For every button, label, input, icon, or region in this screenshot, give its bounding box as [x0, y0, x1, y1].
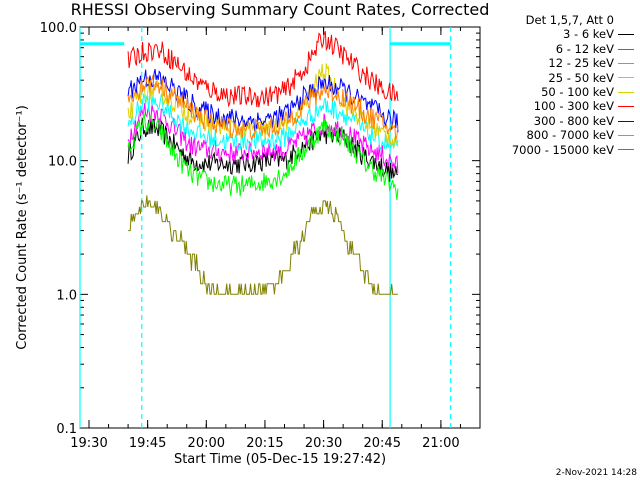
legend-entry-label: 50 - 100 keV	[541, 85, 614, 100]
legend-entry: 25 - 50 keV	[484, 71, 634, 85]
x-axis-label: Start Time (05-Dec-15 19:27:42)	[173, 452, 387, 467]
plot-area: 0.1 1.0 10.0 100.0 19:30 19:45 20:00 20:15 20:30…	[15, 21, 481, 451]
series-line	[127, 111, 399, 200]
x-tick-label: 19:45	[129, 436, 166, 451]
series-line	[127, 75, 399, 142]
legend-entry-label: 800 - 7000 keV	[526, 128, 614, 143]
timestamp-footer: 2-Nov-2021 14:28	[555, 468, 637, 478]
x-tick-label: 20:45	[364, 436, 401, 451]
legend-swatch	[618, 149, 634, 151]
x-tick-label: 20:00	[188, 436, 225, 451]
legend-entry: 300 - 800 keV	[484, 114, 634, 128]
x-tick-label: 20:30	[305, 436, 342, 451]
legend-entry-label: 100 - 300 keV	[533, 99, 614, 114]
legend-entry-label: 6 - 12 keV	[555, 41, 614, 56]
chart-title: RHESSI Observing Summary Count Rates, Co…	[70, 0, 490, 19]
legend-entry: 12 - 25 keV	[484, 56, 634, 70]
legend-entry: 50 - 100 keV	[484, 85, 634, 99]
legend-entry: 800 - 7000 keV	[484, 128, 634, 142]
legend-entry: 7000 - 15000 keV	[484, 143, 634, 157]
legend: Det 1,5,7, Att 0 3 - 6 keV 6 - 12 keV 12 -…	[484, 13, 634, 157]
y-tick-label: 10.0	[48, 155, 77, 170]
x-tick-label: 21:00	[422, 436, 459, 451]
legend-entry-label: 7000 - 15000 keV	[511, 142, 614, 157]
legend-swatch	[618, 77, 634, 79]
y-tick-label: 100.0	[40, 21, 77, 36]
legend-swatch	[618, 62, 634, 64]
legend-entry: 100 - 300 keV	[484, 99, 634, 113]
x-tick-label: 19:30	[70, 436, 107, 451]
legend-swatch	[618, 134, 634, 136]
y-tick-label: 1.0	[56, 288, 77, 303]
y-axis-label: Corrected Count Rate (s⁻¹ detector⁻¹)	[15, 105, 30, 350]
legend-entry: 6 - 12 keV	[484, 42, 634, 56]
x-tick-label: 20:15	[246, 436, 283, 451]
legend-swatch	[618, 120, 634, 122]
legend-swatch	[618, 48, 634, 50]
series-line	[127, 31, 399, 108]
legend-title: Det 1,5,7, Att 0	[525, 13, 614, 27]
legend-swatch	[618, 91, 634, 93]
legend-entry-label: 3 - 6 keV	[563, 27, 614, 42]
y-tick-label: 0.1	[56, 422, 77, 437]
legend-entry-label: 25 - 50 keV	[548, 70, 614, 85]
legend-entry: 3 - 6 keV	[484, 27, 634, 41]
legend-swatch	[618, 106, 634, 108]
legend-entry-label: 12 - 25 keV	[548, 56, 614, 71]
legend-swatch	[618, 34, 634, 36]
series-line	[128, 195, 398, 295]
legend-entry-label: 300 - 800 keV	[533, 113, 614, 128]
